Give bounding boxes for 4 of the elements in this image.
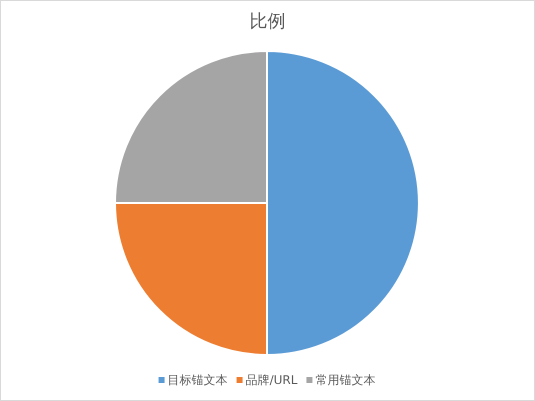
legend-label: 目标锚文本 xyxy=(168,373,228,387)
legend-label: 品牌/URL xyxy=(246,373,298,387)
legend-label: 常用锚文本 xyxy=(315,373,376,387)
chart-title: 比例 xyxy=(250,11,286,32)
